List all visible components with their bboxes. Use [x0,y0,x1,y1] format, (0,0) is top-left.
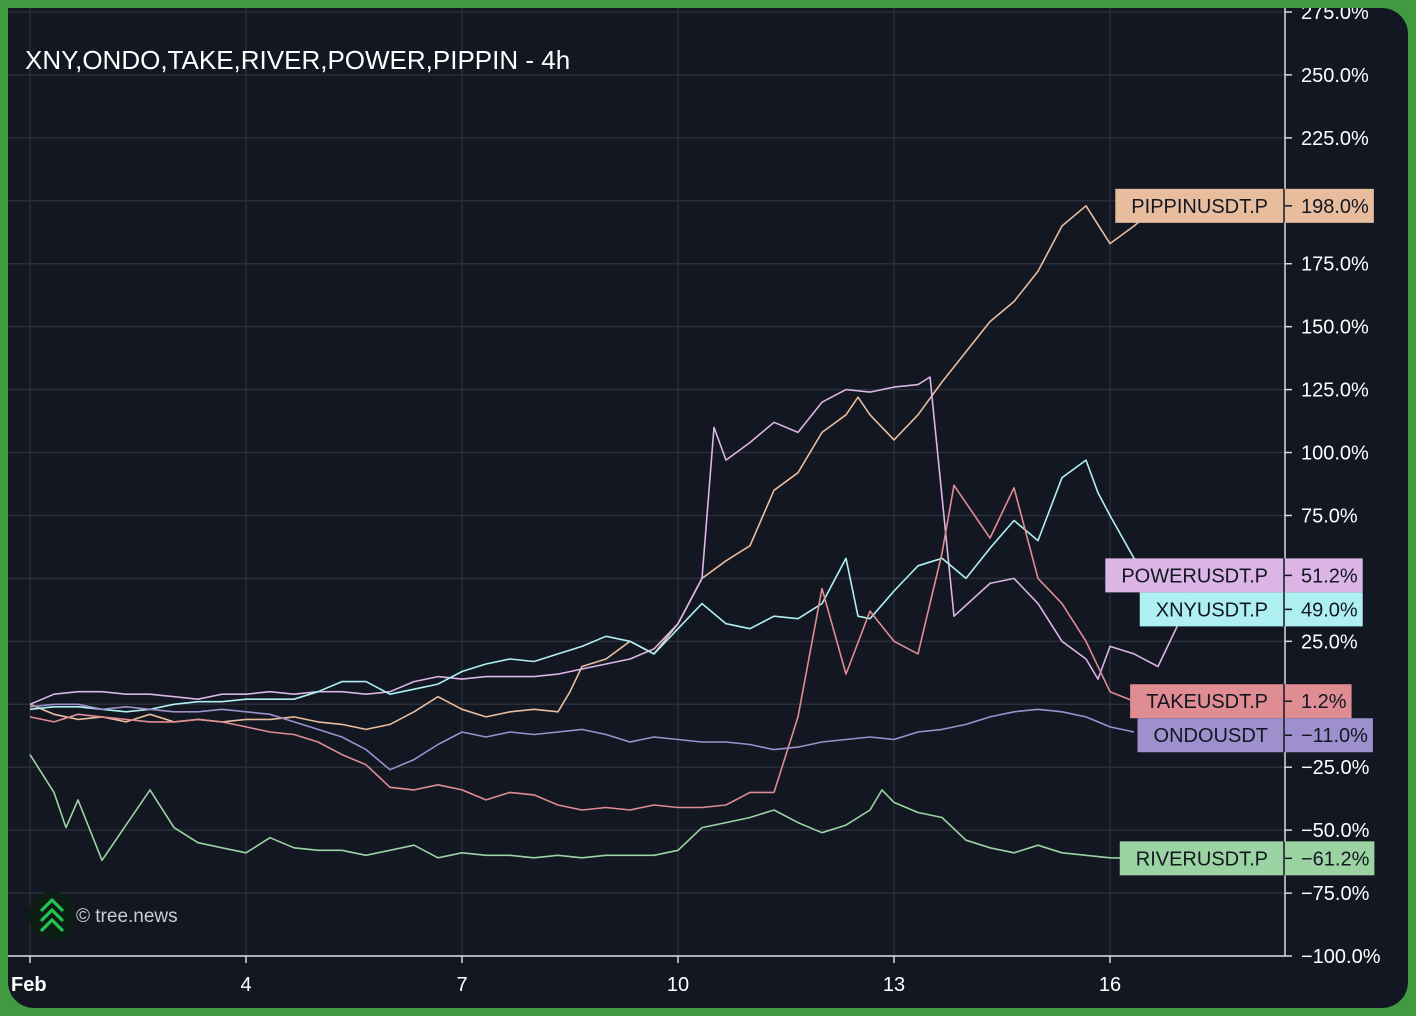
series-name-label: ONDOUSDT [1154,725,1268,747]
series-line [29,459,1183,713]
series-name-box [1137,718,1284,753]
x-tick-label: 16 [1099,974,1121,996]
grid [8,8,1285,957]
series-line [29,484,1135,811]
x-tick-label: 10 [667,974,689,996]
y-tick-label: 75.0% [1301,505,1358,527]
series-value-label: 1.2% [1301,691,1347,713]
series-tag: 49.0% XNYUSDT.P [1139,592,1363,627]
y-tick-label: 175.0% [1301,254,1369,276]
series-lines [29,205,1195,862]
x-tick-labels: Feb 4 7 10 13 16 [11,956,1121,996]
series-value-box [1284,684,1352,719]
y-tick-label: −75.0% [1301,883,1370,905]
series-tag: 51.2% POWERUSDT.P [1105,558,1363,593]
x-tick-label: 7 [456,974,467,996]
chart-frame: −100.0%−75.0%−50.0%−25.0%0.0%25.0%50.0%7… [8,8,1408,1008]
series-tag: −61.2% RIVERUSDT.P [1119,841,1375,876]
series-name-box [1115,188,1284,223]
series-line [29,205,1159,731]
series-tag: 1.2% TAKEUSDT.P [1130,684,1352,719]
y-tick-label: 275.0% [1301,8,1369,24]
series-name-label: POWERUSDT.P [1121,565,1268,587]
series-name-box [1130,684,1284,719]
y-tick-label: 250.0% [1301,65,1369,87]
series-value-box [1284,558,1363,593]
y-tick-label: 125.0% [1301,380,1369,402]
y-tick-label: 225.0% [1301,128,1369,150]
series-value-label: 51.2% [1301,565,1358,587]
series-value-label: −61.2% [1301,848,1370,870]
chart-title: XNY,ONDO,TAKE,RIVER,POWER,PIPPIN - 4h [25,45,570,75]
series-name-label: TAKEUSDT.P [1146,691,1268,713]
watermark-text: © tree.news [76,906,178,927]
series-value-label: 49.0% [1301,599,1358,621]
series-value-box [1284,188,1374,223]
x-tick-label: 13 [883,974,905,996]
y-tick-label: 150.0% [1301,317,1369,339]
chevrons-up-icon [40,898,64,932]
series-value-label: −11.0% [1301,725,1368,747]
series-tags: 198.0% PIPPINUSDT.P 51.2% POWERUSDT.P 49.0% X… [1105,188,1375,876]
axes [8,8,1286,957]
series-name-box [1119,841,1284,876]
series-value-box [1284,592,1363,627]
x-tick-label: 4 [240,974,251,996]
series-name-label: PIPPINUSDT.P [1131,196,1268,218]
watermark: © tree.news [28,891,178,939]
series-name-label: RIVERUSDT.P [1136,848,1268,870]
series-line [29,703,1135,771]
y-tick-label: 25.0% [1301,631,1358,653]
series-name-box [1139,592,1284,627]
y-tick-label: 100.0% [1301,443,1369,465]
series-line [29,376,1195,706]
series-name-box [1105,558,1284,593]
series-name-label: XNYUSDT.P [1156,599,1268,621]
y-tick-label: −25.0% [1301,757,1370,779]
y-tick-labels: −100.0%−75.0%−50.0%−25.0%0.0%25.0%50.0%7… [1285,8,1381,968]
series-value-box [1284,841,1375,876]
series-value-box [1284,718,1373,753]
series-tag: 198.0% PIPPINUSDT.P [1115,188,1374,223]
chart-svg: −100.0%−75.0%−50.0%−25.0%0.0%25.0%50.0%7… [8,8,1381,996]
y-tick-label: −100.0% [1301,946,1381,968]
series-line [29,754,1135,862]
series-value-label: 198.0% [1301,196,1369,218]
series-tag: −11.0% ONDOUSDT [1137,718,1373,753]
tree-news-logo-icon [28,891,76,939]
x-tick-label: Feb [11,974,47,996]
y-tick-label: −50.0% [1301,820,1370,842]
